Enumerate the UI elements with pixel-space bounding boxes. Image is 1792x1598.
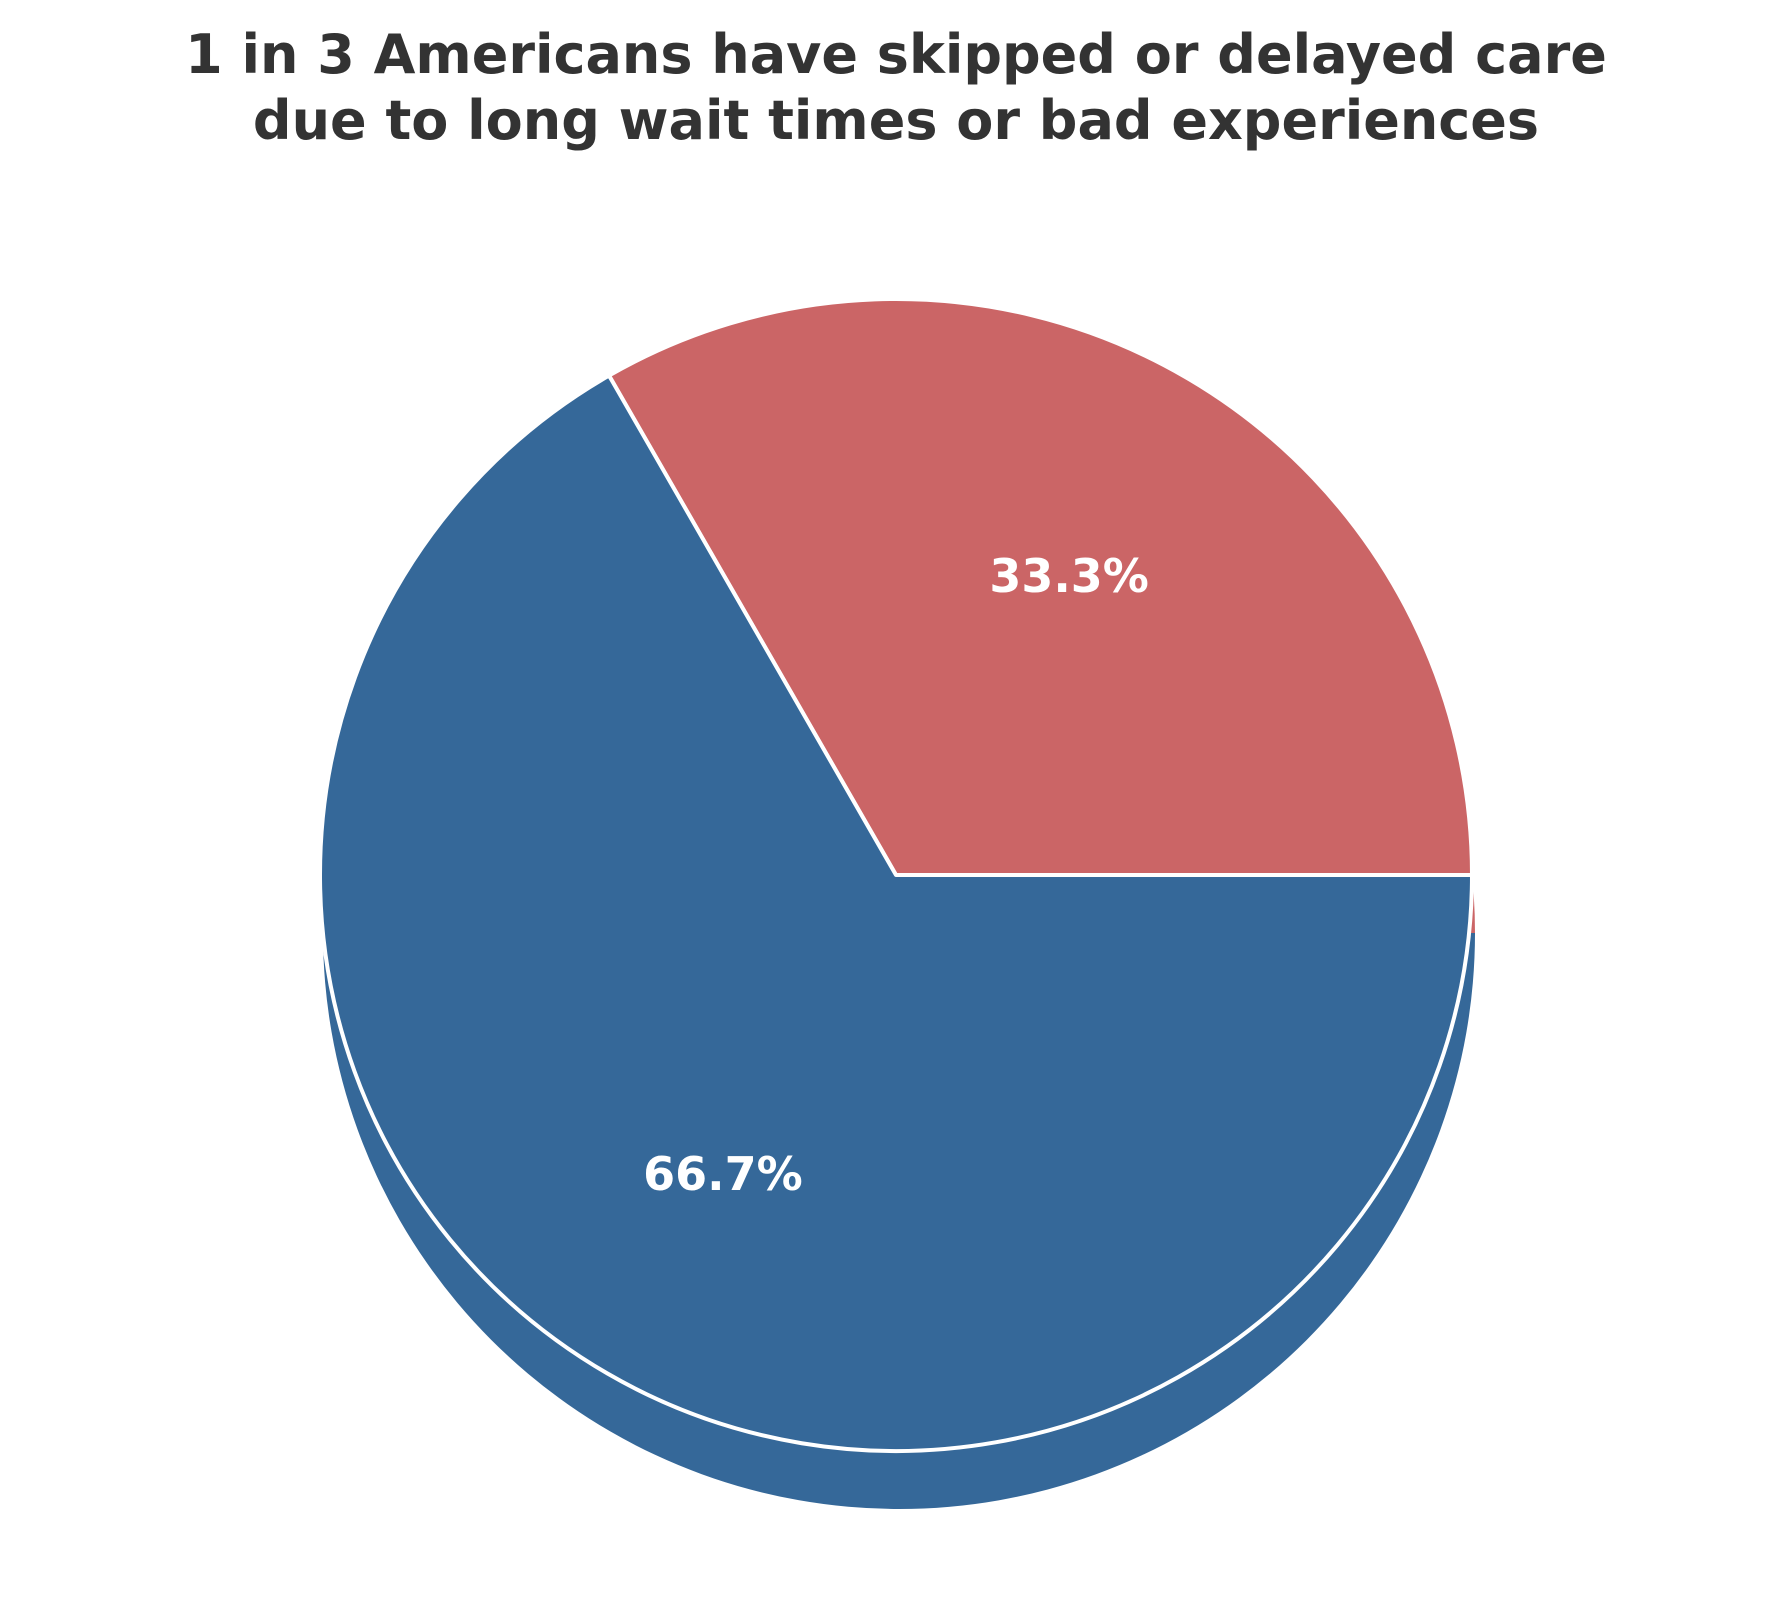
- chart-title-line-1: 1 in 3 Americans have skipped or delayed…: [185, 23, 1607, 86]
- pie-labels: 33.3% 66.7%: [643, 549, 1149, 1201]
- pie-slices: [318, 297, 1474, 1453]
- pie-slice-0: [607, 297, 1474, 877]
- pie-slice-label-1: 66.7%: [643, 1147, 803, 1201]
- pie-slice-label-0: 33.3%: [989, 549, 1149, 603]
- pie-slice-1: [318, 373, 1474, 1453]
- chart-title: 1 in 3 Americans have skipped or delayed…: [0, 22, 1792, 154]
- chart-title-line-2: due to long wait times or bad experience…: [252, 89, 1540, 152]
